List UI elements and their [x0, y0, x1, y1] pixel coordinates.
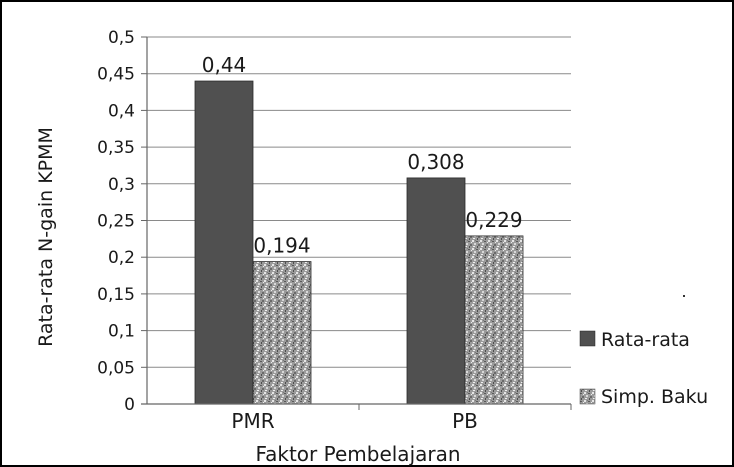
data-label: 0,44	[202, 53, 247, 77]
legend: Rata-rata Simp. Baku	[579, 329, 708, 408]
legend-swatch-simp-baku	[579, 388, 596, 405]
y-tick-label: 0,35	[97, 138, 135, 158]
y-tick-label: 0,5	[108, 28, 135, 48]
x-axis-ticks: PMR PB	[231, 404, 572, 433]
bar-rata-rata-pb	[406, 177, 466, 405]
data-label: 0,308	[407, 150, 464, 174]
y-tick-label: 0,25	[97, 212, 135, 232]
y-tick-label: 0,45	[97, 65, 135, 85]
y-tick-label: 0,05	[97, 358, 135, 378]
data-label: 0,229	[465, 208, 522, 232]
y-tick-label: 0	[124, 395, 135, 415]
y-axis-ticks: 0 0,05 0,1 0,15 0,2 0,25 0,3 0,35 0,4 0,45 0,5	[97, 28, 147, 415]
legend-label-rata-rata: Rata-rata	[601, 329, 690, 351]
x-axis-title: Faktor Pembelajaran	[255, 442, 460, 466]
x-tick-label: PB	[452, 409, 478, 433]
x-tick-label: PMR	[231, 409, 274, 433]
legend-swatch-rata-rata	[579, 330, 596, 347]
axes	[141, 37, 571, 405]
bars	[194, 80, 524, 405]
bar-simp-baku-pb	[464, 235, 524, 405]
y-tick-label: 0,4	[108, 101, 135, 121]
y-tick-label: 0,15	[97, 285, 135, 305]
y-tick-label: 0,1	[108, 322, 135, 342]
bar-simp-baku-pmr	[252, 261, 312, 405]
data-labels: 0,44 0,194 0,308 0,229	[202, 53, 523, 258]
y-tick-label: 0,3	[108, 175, 135, 195]
stray-dot	[683, 295, 685, 297]
data-label: 0,194	[253, 234, 310, 258]
legend-label-simp-baku: Simp. Baku	[601, 386, 708, 408]
y-tick-label: 0,2	[108, 248, 135, 268]
bar-rata-rata-pmr	[194, 80, 254, 405]
y-axis-title: Rata-rata N-gain KPMM	[35, 127, 57, 347]
